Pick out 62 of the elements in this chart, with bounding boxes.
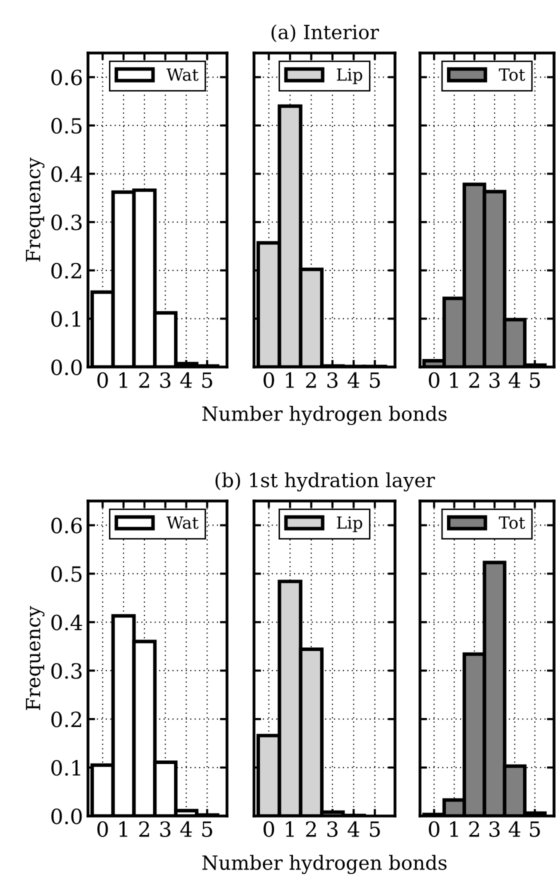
y-tick-label: 0.2 [51, 262, 82, 279]
x-tick-label: 3 [490, 372, 500, 388]
x-tick-label: 2 [139, 372, 150, 388]
y-tick-label: 0.4 [51, 614, 82, 630]
x-tick-label: 4 [508, 821, 520, 837]
x-tick-label: 5 [530, 372, 540, 388]
y-tick-label: 0.6 [51, 518, 82, 534]
chart-title: (a) Interior [272, 24, 379, 42]
legend-label: Tot [498, 516, 526, 529]
x-tick-label: 1 [286, 821, 294, 837]
y-tick-label: 0.1 [51, 760, 80, 776]
x-tick-label: 1 [450, 372, 458, 388]
x-tick-label: 5 [202, 822, 212, 837]
y-tick-label: 0.4 [51, 166, 82, 182]
x-axis-title: Number hydrogen bonds [202, 854, 447, 874]
x-tick-label: 2 [469, 821, 479, 837]
x-axis-title: Number hydrogen bonds [202, 406, 447, 426]
x-tick-label: 0 [97, 821, 108, 837]
y-tick-label: 0.1 [51, 311, 80, 327]
y-axis-title: Frequency [26, 157, 44, 262]
x-tick-label: 4 [180, 821, 192, 837]
x-tick-label: 1 [286, 372, 294, 388]
x-tick-label: 4 [180, 372, 192, 388]
x-tick-label: 4 [508, 372, 520, 388]
y-tick-label: 0.2 [51, 712, 82, 728]
y-tick-label: 0.0 [51, 359, 82, 376]
x-tick-label: 2 [306, 821, 316, 837]
x-tick-label: 5 [370, 822, 380, 837]
x-tick-label: 4 [348, 372, 360, 388]
legend-label: Lip [336, 68, 362, 84]
y-tick-label: 0.3 [51, 663, 82, 679]
x-tick-label: 2 [469, 372, 479, 388]
x-tick-label: 2 [139, 821, 150, 837]
x-tick-label: 3 [160, 372, 170, 388]
chart-title: (b) 1st hydration layer [216, 472, 436, 492]
x-tick-label: 0 [428, 821, 440, 837]
x-tick-label: 3 [490, 821, 500, 837]
y-tick-label: 0.5 [51, 118, 82, 134]
x-tick-label: 3 [327, 821, 338, 837]
x-tick-label: 5 [202, 372, 212, 388]
x-tick-label: 4 [348, 821, 360, 837]
x-tick-label: 0 [428, 372, 440, 388]
legend-label: Wat [166, 516, 199, 529]
x-tick-label: 5 [530, 822, 540, 837]
y-tick-label: 0.3 [51, 214, 82, 230]
x-tick-label: 1 [119, 821, 128, 837]
y-tick-label: 0.6 [51, 70, 82, 86]
x-tick-label: 5 [370, 372, 380, 388]
x-tick-label: 0 [97, 372, 108, 388]
legend-label: Lip [336, 516, 362, 532]
x-tick-label: 3 [327, 372, 338, 388]
y-tick-label: 0.5 [51, 566, 82, 582]
x-tick-label: 1 [450, 821, 458, 837]
x-tick-label: 2 [306, 372, 316, 388]
x-tick-label: 1 [119, 372, 128, 388]
legend-label: Wat [166, 68, 199, 81]
y-tick-label: 0.0 [51, 808, 82, 824]
x-tick-label: 0 [264, 372, 274, 388]
legend-label: Tot [498, 68, 526, 81]
x-tick-label: 3 [160, 821, 170, 837]
x-tick-label: 0 [264, 821, 274, 837]
y-axis-title: Frequency [26, 606, 44, 710]
